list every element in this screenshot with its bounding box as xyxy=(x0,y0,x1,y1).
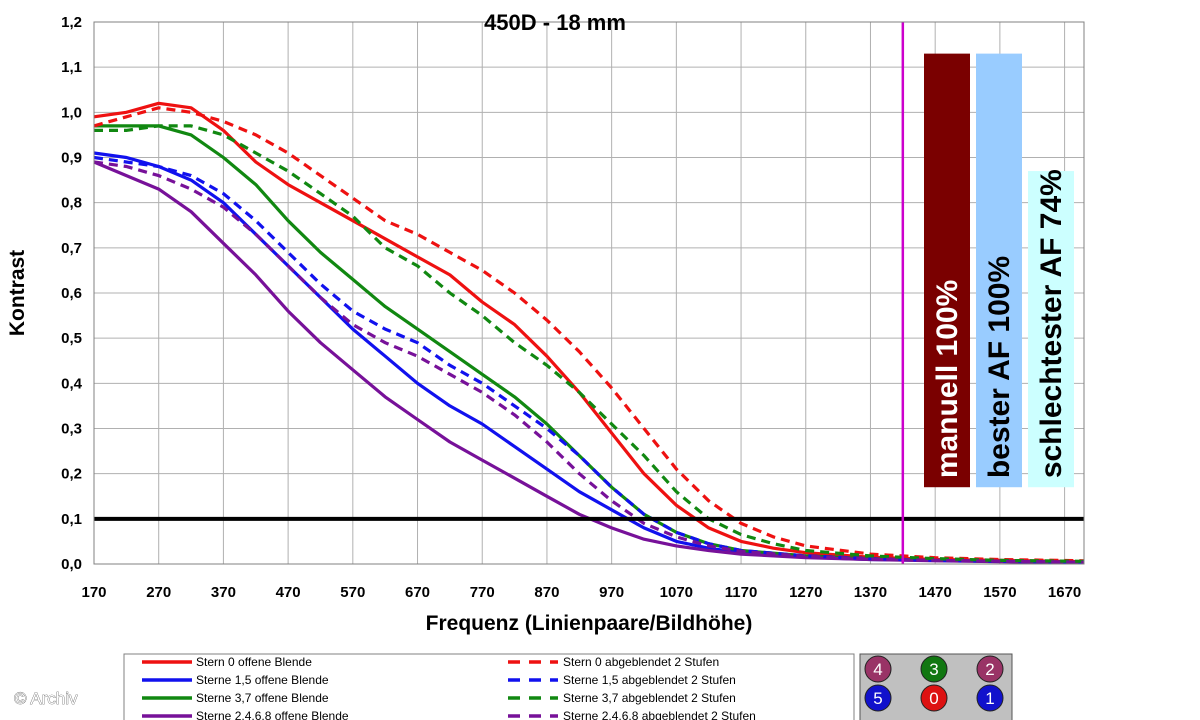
x-tick-label: 870 xyxy=(534,584,559,601)
series-line xyxy=(93,160,1085,565)
focus-bands: manuell 100% bester AF 100% schlechtester … xyxy=(924,53,1074,488)
y-tick-label: 1,0 xyxy=(61,104,82,121)
star-dot xyxy=(976,655,1004,683)
y-tick-label: 0,1 xyxy=(61,511,82,528)
star-dot xyxy=(864,684,892,712)
legend-box xyxy=(123,653,855,720)
x-tick-label: 970 xyxy=(599,584,624,601)
x-tick-label: 770 xyxy=(470,584,495,601)
legend-label: Sterne 1,5 abgeblendet 2 Stufen xyxy=(563,673,736,687)
legend-label: Sterne 3,7 abgeblendet 2 Stufen xyxy=(563,691,736,705)
star-dot-label: 3 xyxy=(929,660,938,679)
star-dot-label: 5 xyxy=(873,689,882,708)
x-tick-label: 1170 xyxy=(725,584,758,601)
x-axis-label: Frequenz (Linienpaare/Bildhöhe) xyxy=(426,612,753,635)
x-tick-label: 170 xyxy=(81,584,106,601)
y-tick-labels: 0,0 0,1 0,2 0,3 0,4 0,5 0,6 0,7 0,8 0,9 1,0 1,1 1,2 xyxy=(61,14,83,573)
series-lines xyxy=(93,101,1085,565)
y-tick-label: 0,4 xyxy=(61,375,83,392)
y-tick-label: 0,8 xyxy=(61,195,82,212)
legend-label: Sterne 2,4,6,8 offene Blende xyxy=(196,709,349,720)
x-tick-labels: 170 270 370 470 570 670 770 870 970 1070 1170 1270 1… xyxy=(81,584,1081,601)
x-tick-label: 270 xyxy=(146,584,171,601)
x-tick-label: 670 xyxy=(405,584,430,601)
focus-band xyxy=(976,53,1022,488)
guide-lines xyxy=(94,22,1084,564)
focus-band-label: bester AF 100% xyxy=(983,256,1016,478)
x-tick-label: 570 xyxy=(340,584,365,601)
star-dot-label: 0 xyxy=(929,689,938,708)
star-dot xyxy=(920,655,948,683)
star-dot-label: 1 xyxy=(985,689,994,708)
y-tick-label: 0,2 xyxy=(61,466,82,483)
legend: Stern 0 offene Blende Sterne 1,5 offene B… xyxy=(123,653,855,720)
y-tick-label: 0,5 xyxy=(61,330,82,347)
focus-band xyxy=(924,53,970,488)
star-position-grid: 4 3 2 5 0 1 xyxy=(859,653,1013,720)
chart-title: 450D - 18 mm xyxy=(484,10,626,35)
legend-label: Sterne 3,7 offene Blende xyxy=(196,691,329,705)
series-line xyxy=(94,124,1085,563)
star-dot xyxy=(976,684,1004,712)
x-tick-label: 1070 xyxy=(660,584,693,601)
legend-label: Sterne 1,5 offene Blende xyxy=(196,673,329,687)
y-tick-label: 0,9 xyxy=(61,150,82,167)
legend-label: Sterne 2,4,6,8 abgeblendet 2 Stufen xyxy=(563,709,756,720)
x-tick-label: 1270 xyxy=(789,584,822,601)
y-tick-label: 0,7 xyxy=(61,240,82,257)
star-dot xyxy=(920,684,948,712)
series-line xyxy=(93,155,1085,564)
focus-band-label: manuell 100% xyxy=(931,280,964,478)
x-tick-label: 1570 xyxy=(983,584,1016,601)
star-dot-label: 2 xyxy=(985,660,994,679)
legend-label: Stern 0 abgeblendet 2 Stufen xyxy=(563,655,719,669)
star-dot xyxy=(864,655,892,683)
x-tick-label: 1370 xyxy=(854,584,887,601)
x-tick-label: 1470 xyxy=(918,584,951,601)
x-tick-label: 370 xyxy=(211,584,236,601)
star-dot-label: 4 xyxy=(873,660,882,679)
y-tick-label: 0,3 xyxy=(61,421,82,438)
plot-area-border xyxy=(93,21,1085,565)
focus-band xyxy=(1028,171,1074,488)
y-axis-label: Kontrast xyxy=(6,250,29,336)
watermark: © Archiv xyxy=(14,689,78,708)
y-tick-label: 1,2 xyxy=(61,14,82,31)
legend-label: Stern 0 offene Blende xyxy=(196,655,312,669)
focus-band-label: schlechtester AF 74% xyxy=(1035,169,1068,478)
series-line xyxy=(93,106,1085,563)
y-tick-label: 0,0 xyxy=(61,556,82,573)
x-tick-label: 1670 xyxy=(1048,584,1081,601)
x-tick-label: 470 xyxy=(276,584,301,601)
y-tick-label: 0,6 xyxy=(61,285,82,302)
y-tick-label: 1,1 xyxy=(61,59,82,76)
